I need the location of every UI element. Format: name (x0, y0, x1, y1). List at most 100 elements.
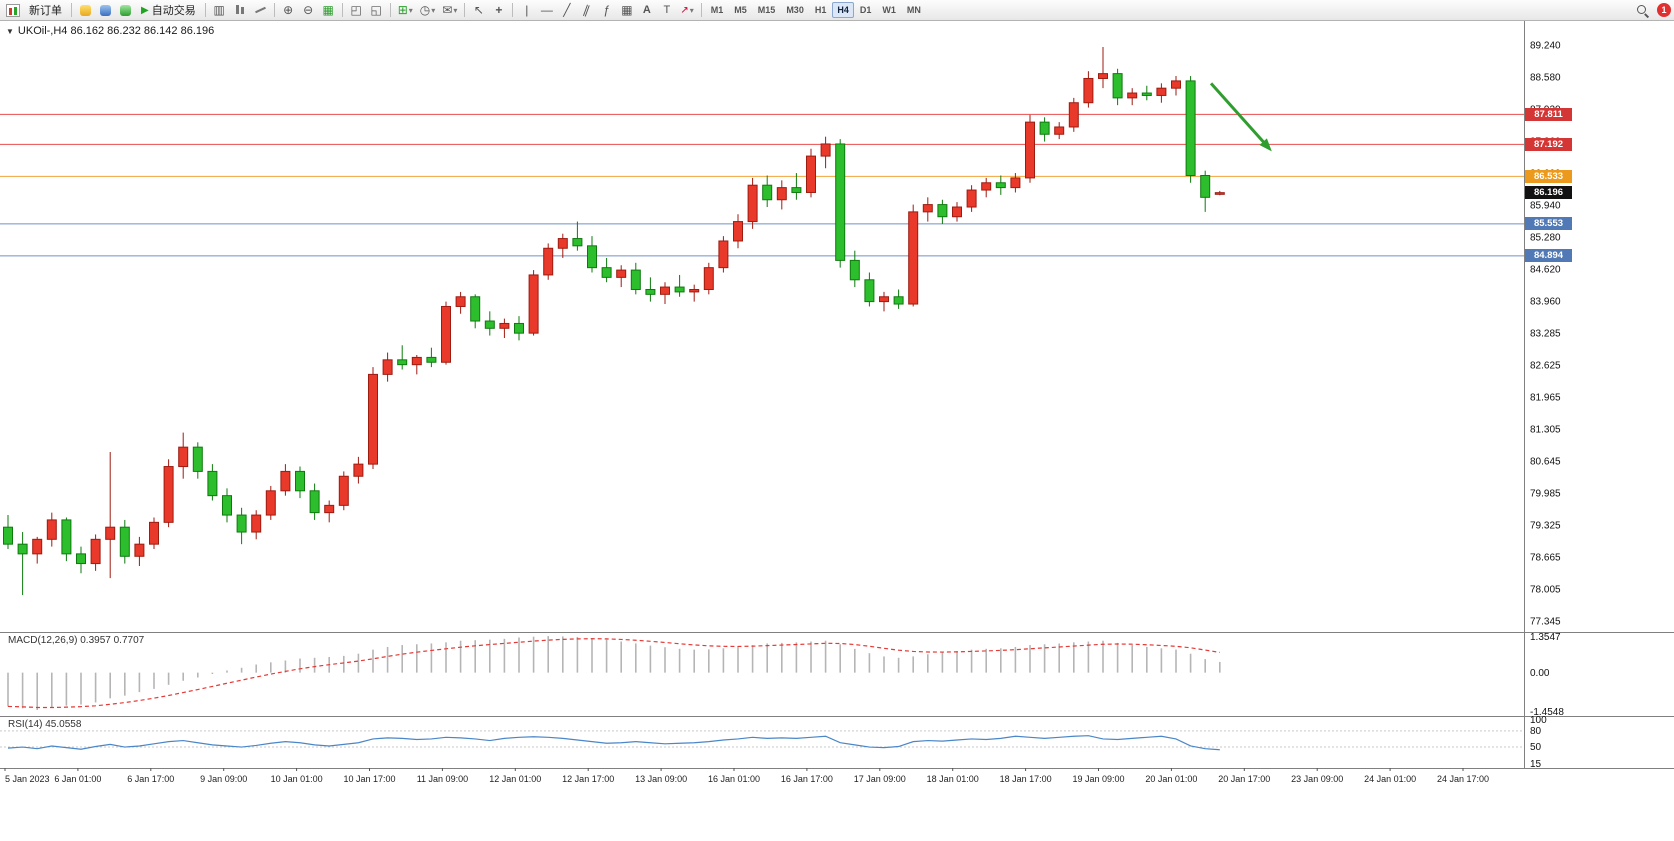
timeframe-mn[interactable]: MN (906, 5, 921, 15)
zoom-out-icon[interactable]: ⊖ (303, 3, 314, 17)
svg-text:79.985: 79.985 (1530, 489, 1561, 500)
pane-borders (0, 21, 1674, 769)
market-watch-icon[interactable] (96, 1, 115, 19)
svg-text:20 Jan 17:00: 20 Jan 17:00 (1218, 774, 1270, 784)
svg-text:12 Jan 17:00: 12 Jan 17:00 (562, 774, 614, 784)
timeframe-m1[interactable]: M1 (710, 5, 724, 15)
svg-text:24 Jan 17:00: 24 Jan 17:00 (1437, 774, 1489, 784)
svg-text:23 Jan 09:00: 23 Jan 09:00 (1291, 774, 1343, 784)
svg-text:5 Jan 2023: 5 Jan 2023 (5, 774, 50, 784)
zoom-in-icon[interactable]: ⊕ (283, 3, 294, 17)
shapes-tool-icon[interactable]: ▦ (621, 3, 633, 17)
svg-text:24 Jan 01:00: 24 Jan 01:00 (1364, 774, 1416, 784)
toolbar-separator (273, 3, 275, 17)
timeframe-h4[interactable]: H4 (832, 2, 854, 18)
svg-text:0.00: 0.00 (1530, 668, 1550, 679)
toolbar-separator (71, 3, 72, 17)
current-price-badge: 86.196 (1525, 186, 1572, 200)
crosshair-tool-icon[interactable]: + (495, 3, 503, 17)
timeframe-d1[interactable]: D1 (859, 5, 872, 15)
symbol-title-text: UKOil-,H4 86.162 86.232 86.142 86.196 (17, 25, 215, 37)
new-order-label: 新订单 (29, 5, 62, 17)
svg-text:80: 80 (1530, 726, 1542, 737)
bar-chart-mode-icon[interactable]: ▥ (213, 3, 225, 17)
autoscroll-icon[interactable]: ◰ (350, 3, 362, 17)
strategy-tester-icon[interactable] (116, 1, 135, 19)
candles (3, 46, 1225, 596)
svg-text:19 Jan 09:00: 19 Jan 09:00 (1072, 774, 1124, 784)
svg-text:79.325: 79.325 (1530, 521, 1561, 532)
svg-text:78.665: 78.665 (1530, 553, 1561, 564)
templates-dropdown[interactable]: ✉ ▾ (442, 3, 458, 17)
svg-text:100: 100 (1530, 715, 1547, 726)
svg-text:83.960: 83.960 (1530, 297, 1561, 308)
svg-text:83.285: 83.285 (1530, 329, 1561, 340)
search-icon[interactable] (1633, 1, 1652, 19)
svg-text:81.305: 81.305 (1530, 425, 1561, 436)
price-level-badge: 84.894 (1525, 249, 1572, 263)
vertical-line-tool-icon[interactable]: | (525, 3, 529, 17)
label-tool-icon[interactable]: T (663, 4, 671, 16)
price-level-badge: 87.811 (1525, 107, 1572, 121)
svg-text:50: 50 (1530, 742, 1542, 753)
app-chart-icon (3, 1, 23, 19)
autotrading-button[interactable]: ▶ 自动交易 (136, 1, 201, 19)
horizontal-line-tool-icon[interactable]: — (540, 3, 553, 17)
svg-text:80.645: 80.645 (1530, 457, 1561, 468)
svg-text:12 Jan 01:00: 12 Jan 01:00 (489, 774, 541, 784)
svg-text:82.625: 82.625 (1530, 361, 1561, 372)
new-chart-dropdown[interactable]: ⊞ ▾ (397, 3, 413, 17)
rsi-indicator-label: RSI(14) 45.0558 (8, 719, 82, 730)
trendline-tool-icon[interactable]: ╱ (563, 3, 571, 17)
toolbar-separator (204, 3, 206, 17)
svg-text:1.3547: 1.3547 (1530, 632, 1561, 643)
tile-windows-icon[interactable]: ▦ (322, 3, 334, 17)
level-lines (0, 113, 1524, 257)
arrows-tool-dropdown[interactable]: ↗ ▾ (680, 4, 694, 16)
channel-tool-icon[interactable]: ∥ (581, 2, 593, 18)
timeframe-w1[interactable]: W1 (882, 5, 896, 15)
toolbar-separator (341, 3, 343, 17)
toolbar: 新订单 ▶ 自动交易 ▥ ⊕ ⊖ ▦ ◰ ◱ ⊞ ▾ ◷ ▾ ✉ ▾ ↖ + | — ╱… (0, 0, 1674, 21)
svg-text:81.965: 81.965 (1530, 393, 1561, 404)
candlestick-mode-icon[interactable] (230, 1, 250, 19)
svg-text:85.280: 85.280 (1530, 233, 1561, 244)
time-axis: 5 Jan 2023 6 Jan 01:00 6 Jan 17:00 9 Jan 09… (4, 768, 1489, 784)
svg-text:16 Jan 01:00: 16 Jan 01:00 (708, 774, 760, 784)
chart-shift-icon[interactable]: ◱ (370, 3, 382, 17)
symbol-dropdown-icon[interactable]: ▼ (6, 26, 14, 36)
svg-text:6 Jan 17:00: 6 Jan 17:00 (127, 774, 174, 784)
svg-text:15: 15 (1530, 759, 1542, 770)
autotrading-label: 自动交易 (151, 5, 196, 17)
toolbar-separator (512, 3, 514, 17)
svg-text:10 Jan 01:00: 10 Jan 01:00 (271, 774, 323, 784)
notification-badge[interactable]: 1 (1657, 3, 1671, 17)
timeframe-m5[interactable]: M5 (734, 5, 747, 15)
svg-text:89.240: 89.240 (1530, 41, 1561, 52)
svg-text:6 Jan 01:00: 6 Jan 01:00 (54, 774, 101, 784)
metaeditor-icon[interactable] (76, 1, 95, 19)
line-chart-mode-icon[interactable] (251, 1, 270, 19)
svg-text:85.940: 85.940 (1530, 201, 1561, 212)
toolbar-separator (700, 3, 702, 17)
symbol-title: ▼ UKOil-,H4 86.162 86.232 86.142 86.196 (6, 25, 214, 37)
macd-indicator-label: MACD(12,26,9) 0.3957 0.7707 (8, 635, 145, 646)
timeframe-m15[interactable]: M15 (757, 5, 776, 15)
svg-text:9 Jan 09:00: 9 Jan 09:00 (200, 774, 247, 784)
text-tool-icon[interactable]: A (642, 4, 651, 16)
trend-arrow-annotation (1209, 82, 1272, 152)
cursor-tool-icon[interactable]: ↖ (473, 3, 484, 17)
fibonacci-tool-icon[interactable]: ƒ (603, 3, 611, 17)
price-axis: 89.24088.58087.92087.26086.60085.94085.2… (1530, 41, 1561, 628)
svg-text:13 Jan 09:00: 13 Jan 09:00 (635, 774, 687, 784)
periods-dropdown[interactable]: ◷ ▾ (419, 3, 436, 17)
timeframe-h1[interactable]: H1 (814, 5, 827, 15)
timeframe-m30[interactable]: M30 (786, 5, 804, 15)
svg-text:84.620: 84.620 (1530, 265, 1561, 276)
price-level-badge: 85.553 (1525, 217, 1572, 231)
svg-text:18 Jan 01:00: 18 Jan 01:00 (927, 774, 979, 784)
new-order-button[interactable]: 新订单 (24, 1, 67, 19)
